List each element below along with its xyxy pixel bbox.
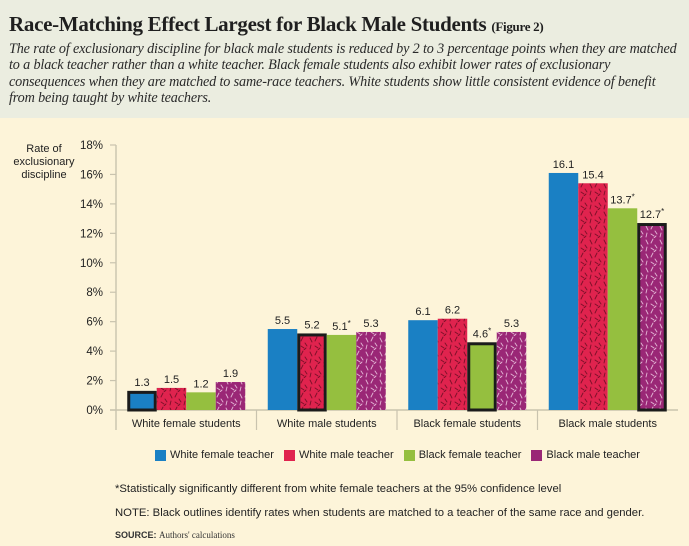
bar-value-label: 6.2 — [445, 305, 460, 317]
note-footnote: NOTE: Black outlines identify rates when… — [115, 507, 645, 519]
legend-item-white-female-teacher: White female teacher — [155, 449, 274, 461]
legend-swatch-white-male-teacher — [283, 449, 295, 461]
legend-label: White male teacher — [298, 449, 394, 461]
chart-title: Race-Matching Effect Largest for Black M… — [9, 12, 544, 37]
y-tick-label: 0% — [86, 405, 103, 417]
significance-marker: * — [632, 192, 635, 201]
header-panel: Race-Matching Effect Largest for Black M… — [0, 0, 689, 118]
significance-marker: * — [488, 326, 491, 335]
y-tick-label: 6% — [86, 317, 103, 329]
y-axis-label: Rate of exclusionary discipline — [13, 143, 75, 181]
significance-footnote: *Statistically significantly different f… — [115, 483, 562, 495]
bar — [548, 172, 579, 410]
y-tick-label: 8% — [86, 287, 103, 299]
y-tick-label: 4% — [86, 346, 103, 358]
y-tick-label: 2% — [86, 376, 103, 388]
y-tick-label: 14% — [80, 199, 103, 211]
y-tick-label: 16% — [80, 169, 103, 181]
x-tick-label: Black female students — [413, 418, 521, 430]
bar — [467, 342, 497, 412]
bar — [437, 318, 468, 410]
bar-value-label: 1.2 — [193, 378, 208, 390]
bar-value-label: 5.3 — [363, 318, 378, 330]
x-tick-label: White female students — [132, 418, 241, 430]
bar-value-label: 15.4 — [582, 169, 603, 181]
bar-value-label: 13.7* — [610, 192, 635, 206]
bar — [156, 387, 187, 410]
bar — [578, 183, 608, 410]
bar — [267, 329, 298, 410]
legend-item-black-female-teacher: Black female teacher — [403, 449, 522, 461]
bar-value-label: 16.1 — [553, 159, 574, 171]
chart-subtitle: The rate of exclusionary discipline for … — [9, 41, 677, 107]
legend-swatch-black-male-teacher — [531, 449, 543, 461]
bar-value-label: 1.9 — [223, 368, 238, 380]
y-tick-label: 10% — [80, 258, 103, 270]
y-tick-label: 12% — [80, 228, 103, 240]
x-tick-label: White male students — [277, 418, 377, 430]
legend-swatch-white-female-teacher — [155, 449, 166, 461]
bar — [186, 392, 216, 410]
bar-value-label: 5.3 — [504, 318, 519, 330]
source-text: Authors' calculations — [159, 530, 235, 540]
bar — [297, 333, 327, 412]
y-tick-label: 18% — [80, 140, 103, 152]
bar-value-label: 5.5 — [275, 315, 290, 327]
bar — [496, 331, 527, 410]
legend-swatch-black-female-teacher — [403, 449, 415, 461]
bar-value-label: 12.7* — [640, 207, 665, 221]
chart-legend: White female teacher White male teacher … — [155, 449, 640, 461]
bar — [215, 382, 246, 410]
bar-value-label: 1.5 — [164, 374, 179, 386]
source-line: SOURCE: Authors' calculations — [115, 530, 235, 540]
legend-item-white-male-teacher: White male teacher — [283, 449, 394, 461]
significance-marker: * — [348, 319, 351, 328]
bar-value-label: 5.1* — [332, 319, 350, 333]
legend-label: White female teacher — [170, 449, 274, 461]
significance-marker: * — [661, 207, 664, 216]
bar-value-label: 4.6* — [473, 326, 491, 340]
bar-value-label: 6.1 — [415, 306, 430, 318]
bar-value-label: 5.2 — [304, 319, 319, 331]
legend-label: Black female teacher — [418, 449, 522, 461]
x-tick-label: Black male students — [559, 418, 658, 430]
bar — [637, 223, 667, 412]
bar — [326, 334, 357, 410]
legend-label: Black male teacher — [546, 449, 640, 461]
bar — [408, 320, 438, 410]
bar-value-label: 1.3 — [134, 377, 149, 389]
source-label: SOURCE: — [115, 530, 157, 540]
bar — [127, 390, 157, 412]
title-text: Race-Matching Effect Largest for Black M… — [9, 12, 487, 36]
figure-label: (Figure 2) — [491, 19, 544, 34]
legend-item-black-male-teacher: Black male teacher — [531, 449, 640, 461]
bar — [607, 208, 638, 410]
bar — [356, 331, 386, 410]
